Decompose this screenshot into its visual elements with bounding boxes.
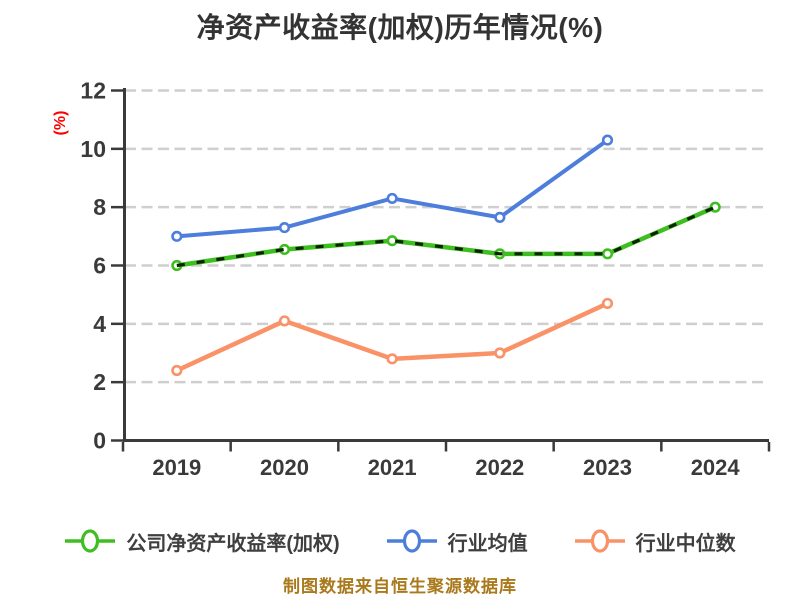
y-tick-label: 2 — [93, 369, 106, 395]
data-point-marker — [601, 297, 614, 310]
y-tick-label: 6 — [93, 253, 106, 279]
y-tick-label: 8 — [93, 194, 106, 220]
y-tick-label: 0 — [93, 428, 106, 454]
data-source-note: 制图数据来自恒生聚源数据库 — [283, 577, 517, 596]
legend-item-industry-median: 行业中位数 — [574, 527, 736, 556]
data-point-marker — [278, 315, 291, 327]
legend-label: 行业中位数 — [635, 532, 736, 555]
legend-marker-orange-circle-icon — [574, 528, 626, 554]
series-line-0 — [174, 204, 718, 268]
legend-item-company-roe: 公司净资产收益率(加权) — [64, 527, 340, 556]
data-point-marker — [601, 134, 614, 146]
data-point-marker — [386, 235, 398, 247]
y-tick-label: 10 — [80, 136, 106, 162]
y-tick-label: 4 — [93, 311, 106, 337]
series-line-1 — [174, 138, 610, 239]
data-point-marker — [171, 364, 183, 377]
legend-marker-green-circle-icon — [64, 528, 116, 554]
series-dark-dash-overlay — [176, 205, 716, 268]
chart-legend: 公司净资产收益率(加权) 行业均值 行业中位数 — [0, 520, 800, 562]
data-point-marker — [494, 347, 506, 359]
data-point-marker — [601, 248, 614, 260]
data-point-marker — [386, 353, 398, 365]
data-point-marker — [278, 221, 291, 234]
data-point-marker — [386, 192, 398, 205]
data-point-marker — [494, 211, 506, 223]
data-point-marker — [171, 230, 183, 242]
x-tick-label: 2022 — [475, 455, 524, 480]
y-tick-label: 12 — [80, 78, 106, 104]
legend-marker-blue-circle-icon — [386, 528, 438, 554]
legend-label: 公司净资产收益率(加权) — [126, 532, 340, 555]
x-tick-label: 2023 — [583, 455, 632, 480]
x-tick-label: 2024 — [691, 455, 741, 480]
chart-title: 净资产收益率(加权)历年情况(%) — [196, 12, 604, 43]
x-tick-label: 2021 — [368, 455, 417, 480]
x-tick-label: 2020 — [260, 455, 309, 480]
legend-item-industry-mean: 行业均值 — [386, 527, 528, 556]
roe-line-chart: 0 2 4 6 8 10 12 2019 2020 2021 2022 2023 2024 — [80, 78, 771, 480]
x-tick-label: 2019 — [152, 455, 201, 480]
legend-label: 行业均值 — [447, 532, 528, 555]
